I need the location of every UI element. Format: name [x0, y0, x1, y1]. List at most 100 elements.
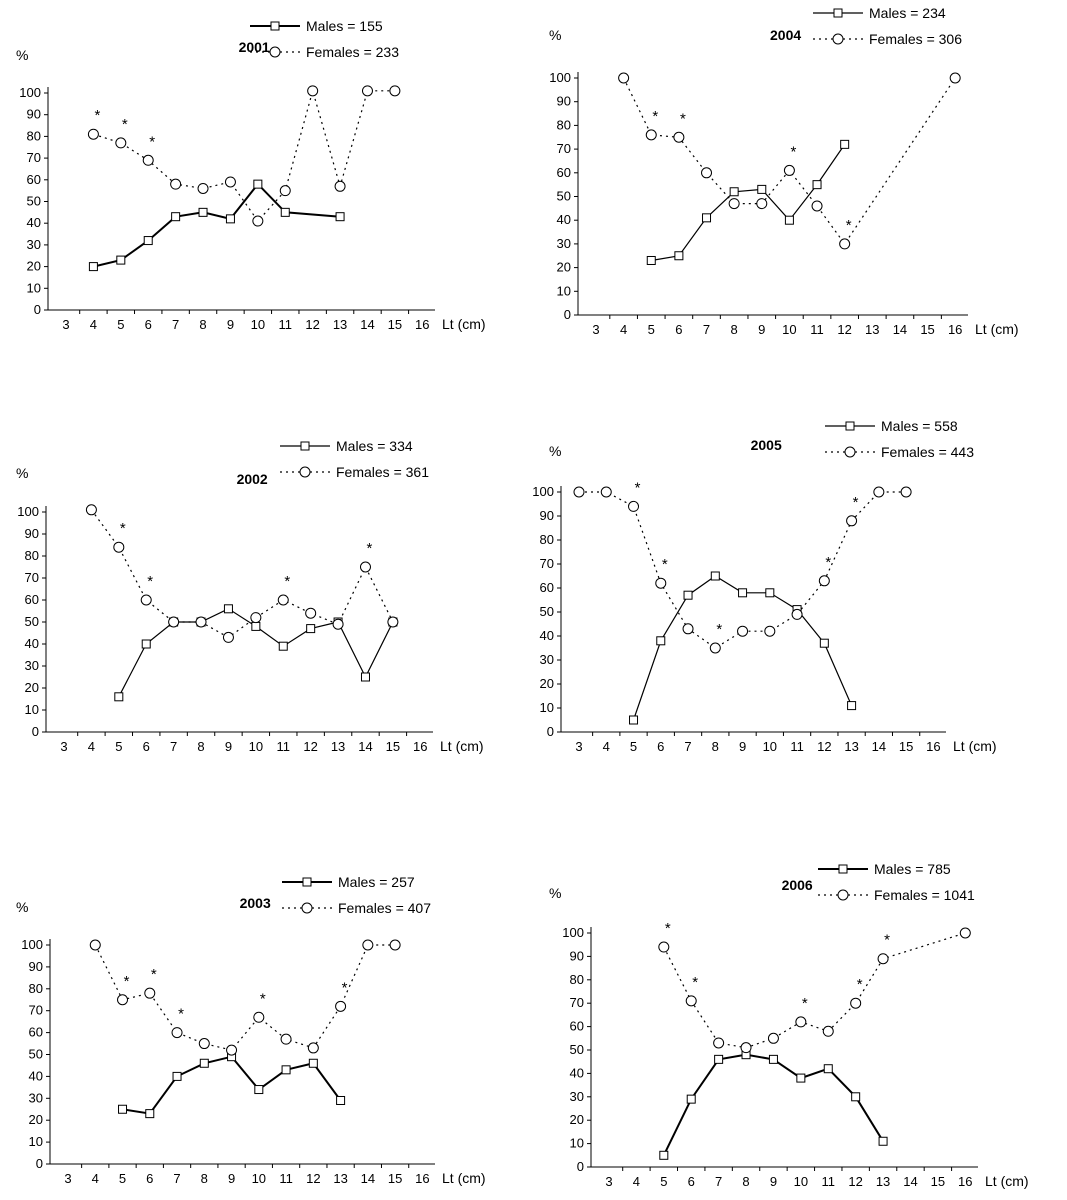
legend-entry: Females = 443	[881, 444, 974, 460]
males-point	[840, 139, 850, 149]
y-tick-label: 100	[549, 70, 571, 85]
x-tick-label: 12	[306, 1171, 320, 1186]
females-point	[389, 939, 401, 951]
x-tick-label: 16	[413, 739, 427, 754]
x-tick-label: 10	[763, 739, 777, 754]
significance-asterisk: *	[147, 573, 153, 590]
males-point	[171, 212, 181, 222]
y-tick-label: 30	[29, 1090, 43, 1105]
legend-circle-icon	[269, 46, 281, 58]
x-tick-label: 9	[758, 322, 765, 337]
males-point	[223, 604, 233, 614]
y-tick-label: 60	[557, 165, 571, 180]
males-point	[757, 184, 767, 194]
y-tick-label: 10	[25, 702, 39, 717]
females-point	[756, 198, 768, 210]
chart-2005: 0 10 20 30 40 50 60 70 80 90 100 3 4 5 6 7 8 9 10 11 12 13 14 1…	[533, 418, 997, 754]
y-tick-label: 30	[557, 236, 571, 251]
x-tick-label: 8	[731, 322, 738, 337]
females-point	[305, 607, 317, 619]
chart-title: 2001	[239, 39, 270, 55]
y-tick-label: 20	[557, 260, 571, 275]
significance-asterisk: *	[652, 108, 658, 125]
y-tick-label: 90	[27, 107, 41, 122]
x-tick-label: 4	[92, 1171, 99, 1186]
x-tick-label: 7	[684, 739, 691, 754]
males-point	[851, 1092, 861, 1102]
females-point	[846, 515, 858, 527]
x-tick-label: 4	[633, 1174, 640, 1189]
females-point	[307, 1042, 319, 1054]
females-point	[226, 1044, 238, 1056]
y-tick-label: 40	[25, 636, 39, 651]
females-point	[783, 164, 795, 176]
females-point	[873, 486, 885, 498]
x-tick-label: 5	[119, 1171, 126, 1186]
y-axis-label: %	[549, 443, 561, 459]
x-tick-label: 3	[605, 1174, 612, 1189]
x-tick-label: 6	[675, 322, 682, 337]
chart-2003: 0 10 20 30 40 50 60 70 80 90 100 3 4 5 6 7 8 9 10 11 12 13 14 1…	[16, 874, 486, 1186]
significance-asterisk: *	[260, 990, 266, 1007]
legend-entry: Females = 1041	[874, 887, 975, 903]
y-tick-label: 80	[25, 548, 39, 563]
y-tick-label: 90	[557, 94, 571, 109]
x-tick-label: 8	[742, 1174, 749, 1189]
legend-entry: Males = 257	[338, 874, 415, 890]
significance-asterisk: *	[124, 973, 130, 990]
males-point	[225, 214, 235, 224]
x-tick-label: 13	[333, 1171, 347, 1186]
x-tick-label: 14	[361, 1171, 375, 1186]
males-point	[765, 588, 775, 598]
males-point	[823, 1064, 833, 1074]
y-tick-label: 90	[25, 526, 39, 541]
legend-circle-icon	[832, 33, 844, 45]
legend-square-icon	[302, 877, 312, 887]
x-tick-label: 11	[822, 1174, 836, 1189]
y-tick-label: 80	[557, 117, 571, 132]
chart-2004: 0 10 20 30 40 50 60 70 80 90 100 3 4 5 6 7 8 9 10 11 12 13 14 1…	[549, 5, 1019, 337]
x-tick-label: 4	[88, 739, 95, 754]
females-point	[658, 941, 670, 953]
females-point	[839, 238, 851, 250]
y-tick-label: 70	[557, 141, 571, 156]
males-point	[172, 1071, 182, 1081]
x-tick-label: 15	[388, 1171, 402, 1186]
males-point	[674, 251, 684, 261]
females-series-line	[579, 491, 907, 649]
legend-square-icon	[838, 864, 848, 874]
x-tick-label: 4	[620, 322, 627, 337]
y-tick-label: 30	[25, 658, 39, 673]
females-point	[332, 618, 344, 630]
females-point	[87, 128, 99, 140]
x-tick-label: 9	[228, 1171, 235, 1186]
y-tick-label: 50	[27, 194, 41, 209]
significance-asterisk: *	[122, 116, 128, 133]
x-tick-label: 13	[333, 317, 347, 332]
males-series-line	[662, 1053, 884, 1156]
males-point	[114, 692, 124, 702]
females-point	[277, 594, 289, 606]
y-tick-label: 10	[27, 280, 41, 295]
legend-square-icon	[845, 421, 855, 431]
x-tick-label: 7	[173, 1171, 180, 1186]
females-point	[673, 131, 685, 143]
x-tick-label: 8	[201, 1171, 208, 1186]
significance-asterisk: *	[825, 554, 831, 571]
x-tick-label: 10	[782, 322, 796, 337]
males-series-line	[93, 182, 341, 268]
males-point	[336, 1095, 346, 1105]
y-tick-label: 40	[570, 1065, 584, 1080]
y-tick-label: 10	[29, 1134, 43, 1149]
significance-asterisk: *	[716, 621, 722, 638]
x-tick-label: 5	[630, 739, 637, 754]
x-axis-label: Lt (cm)	[442, 1170, 486, 1186]
y-tick-label: 70	[540, 556, 554, 571]
y-axis-label: %	[549, 885, 561, 901]
x-tick-label: 11	[277, 739, 291, 754]
y-tick-label: 60	[25, 592, 39, 607]
females-point	[655, 577, 667, 589]
significance-asterisk: *	[367, 540, 373, 557]
males-point	[878, 1136, 888, 1146]
x-tick-label: 16	[948, 322, 962, 337]
